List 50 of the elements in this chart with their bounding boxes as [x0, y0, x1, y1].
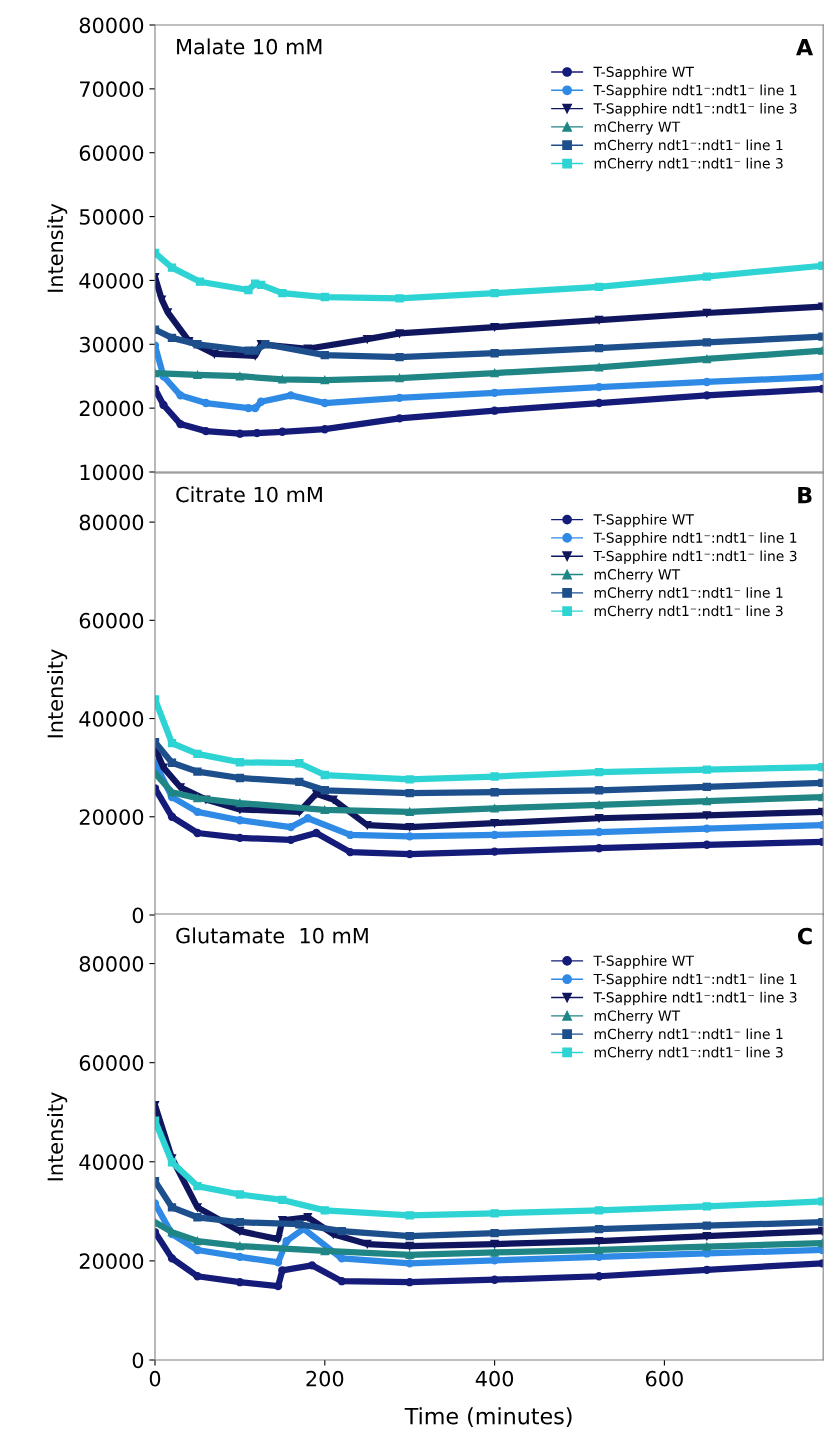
- y-tick-label: 70000: [80, 81, 144, 98]
- legend-label: mCherry WT: [594, 568, 681, 583]
- y-tick-label: 60000: [79, 612, 144, 629]
- y-tick-label: 80000: [79, 956, 144, 972]
- legend-label: mCherry ndt1⁻:ndt1⁻ line 1: [594, 139, 783, 153]
- y-axis-title: Intensity: [47, 1092, 68, 1181]
- legend-label: mCherry ndt1⁻:ndt1⁻ line 3: [594, 1046, 783, 1061]
- legend-label: T-Sapphire WT: [593, 513, 694, 528]
- x-tick-label: 600: [645, 1370, 683, 1387]
- legend-label: T-Sapphire ndt1⁻:ndt1⁻ line 3: [593, 991, 797, 1006]
- legend-label: T-Sapphire ndt1⁻:ndt1⁻ line 1: [593, 84, 797, 99]
- annotation: C: [797, 927, 812, 945]
- legend-label: T-Sapphire WT: [593, 955, 694, 969]
- y-tick-label: 0: [132, 907, 144, 924]
- text: Glutamate 10 mM: [176, 927, 368, 944]
- legend-label: mCherry ndt1⁻:ndt1⁻ line 3: [594, 157, 783, 172]
- y-tick-label: 40000: [79, 711, 144, 727]
- y-tick-label: 30000: [79, 336, 144, 353]
- y-tick-label: 10000: [80, 464, 144, 481]
- legend-label: mCherry WT: [594, 1010, 681, 1024]
- y-tick-label: 20000: [79, 809, 144, 825]
- y-tick-label: 0: [132, 1352, 144, 1369]
- legend-label: T-Sapphire ndt1⁻:ndt1⁻ line 1: [593, 973, 797, 987]
- x-axis-title: Time (minutes): [404, 1407, 572, 1428]
- x-tick-label: 400: [475, 1370, 514, 1387]
- y-tick-label: 40000: [79, 272, 144, 289]
- legend-label: mCherry ndt1⁻:ndt1⁻ line 1: [594, 1028, 783, 1042]
- legend-label: mCherry ndt1⁻:ndt1⁻ line 3: [594, 605, 783, 619]
- legend-label: mCherry ndt1⁻:ndt1⁻ line 1: [594, 587, 783, 601]
- y-tick-label: 60000: [79, 145, 144, 161]
- y-axis-title: Intensity: [47, 203, 68, 292]
- x-tick-label: 200: [306, 1370, 344, 1387]
- y-tick-label: 80000: [79, 17, 144, 34]
- text: Malate 10 mM: [177, 38, 322, 55]
- x-tick-label: 0: [149, 1370, 161, 1387]
- y-tick-label: 50000: [79, 209, 144, 225]
- legend-label: mCherry WT: [594, 121, 681, 135]
- legend-label: T-Sapphire ndt1⁻:ndt1⁻ line 3: [593, 102, 797, 117]
- annotation: B: [798, 486, 812, 504]
- y-tick-label: 20000: [79, 1253, 144, 1270]
- y-axis-title: Intensity: [47, 649, 68, 738]
- legend-label: T-Sapphire ndt1⁻:ndt1⁻ line 1: [593, 532, 797, 546]
- y-tick-label: 40000: [79, 1154, 144, 1170]
- annotation: A: [796, 39, 814, 56]
- y-tick-label: 20000: [79, 400, 144, 417]
- text: Citrate 10 mM: [176, 486, 322, 503]
- y-tick-label: 60000: [79, 1055, 144, 1071]
- legend-label: T-Sapphire ndt1⁻:ndt1⁻ line 3: [593, 550, 797, 564]
- y-tick-label: 80000: [79, 514, 144, 531]
- legend-label: T-Sapphire WT: [593, 66, 694, 80]
